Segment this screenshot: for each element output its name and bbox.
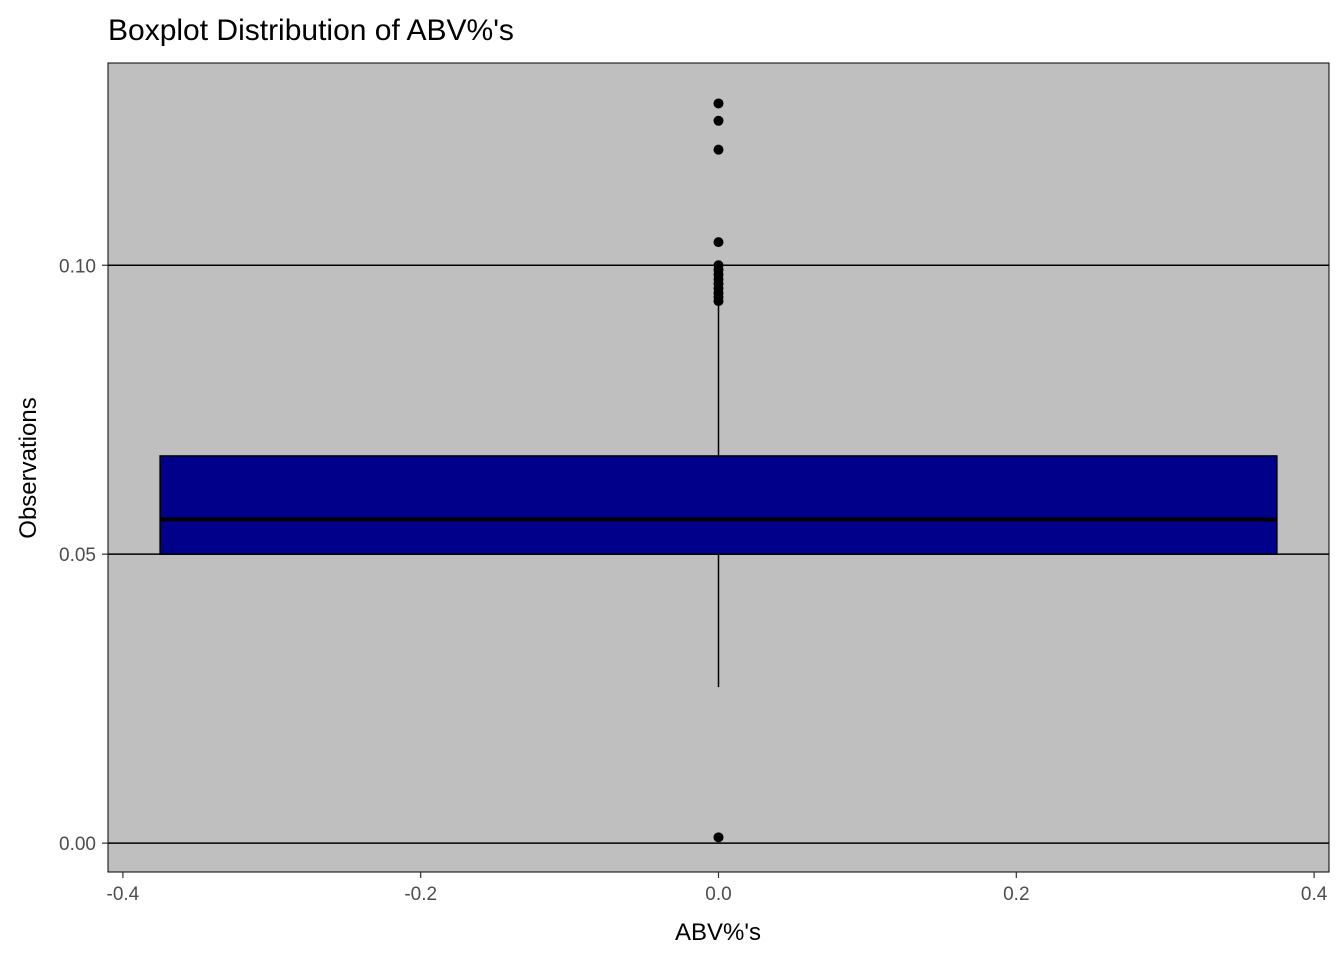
x-axis: -0.4 -0.2 0.0 0.2 0.4 — [107, 872, 1328, 905]
y-tick-label: 0.00 — [59, 834, 96, 855]
x-tick-label: 0.4 — [1301, 884, 1328, 905]
outlier-point — [713, 98, 724, 109]
y-axis-title: Observations — [15, 397, 42, 538]
box-group — [159, 305, 1278, 688]
outlier-point — [713, 144, 724, 155]
x-tick-label: -0.4 — [107, 884, 140, 905]
y-axis: 0.00 0.05 0.10 — [59, 256, 108, 855]
y-tick-label: 0.10 — [59, 256, 96, 277]
outlier-points — [713, 98, 724, 843]
x-tick-label: -0.2 — [404, 884, 437, 905]
x-axis-title: ABV%'s — [675, 919, 761, 946]
outlier-point — [713, 237, 724, 248]
outlier-point — [713, 115, 724, 126]
x-tick-label: 0.2 — [1003, 884, 1029, 905]
y-tick-label: 0.05 — [59, 545, 96, 566]
box — [159, 455, 1278, 555]
x-tick-label: 0.0 — [705, 884, 731, 905]
outlier-point — [713, 260, 724, 271]
outlier-point — [713, 832, 724, 843]
chart-title: Boxplot Distribution of ABV%'s — [108, 14, 514, 47]
